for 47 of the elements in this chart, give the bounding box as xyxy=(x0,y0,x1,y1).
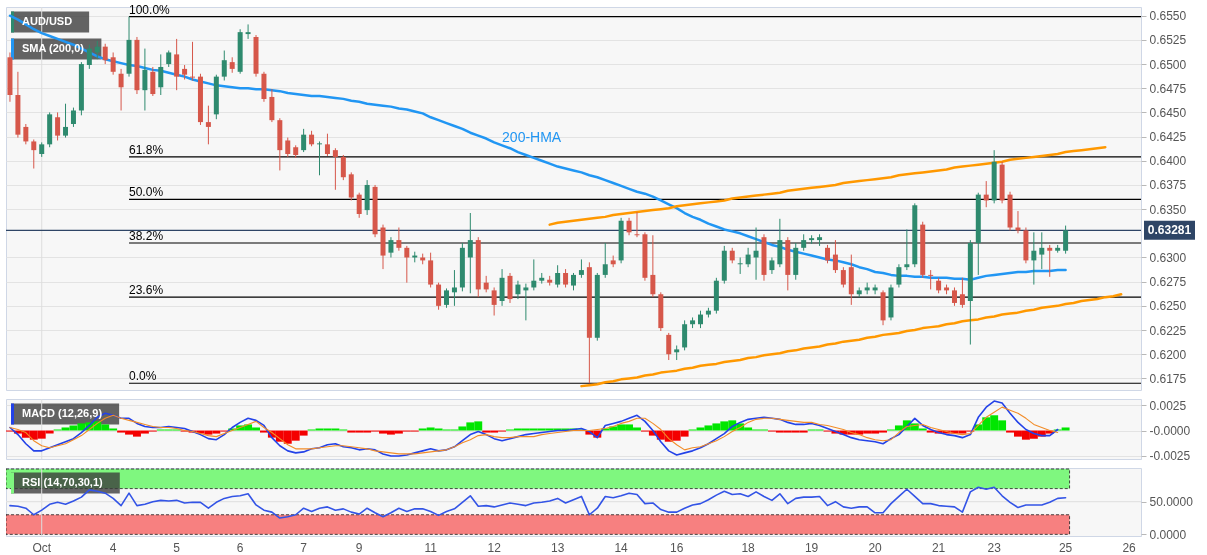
y-tick-label: 0.6275 xyxy=(1149,275,1187,290)
x-tick-label: 12 xyxy=(487,540,502,555)
y-tick-label: 50.0000 xyxy=(1149,495,1194,510)
y-tick-label: 0.0025 xyxy=(1149,398,1187,413)
y-tick-label: 0.6550 xyxy=(1149,9,1187,24)
x-tick-label: 4 xyxy=(109,540,117,555)
y-tick-label: -0.0000 xyxy=(1149,424,1191,439)
annotation: 23.6% xyxy=(129,283,164,298)
y-tick-label: 0.6175 xyxy=(1149,371,1187,386)
annotation: 200-HMA xyxy=(502,129,562,146)
x-tick-label: Oct xyxy=(32,540,52,555)
y-tick-label: 0.6350 xyxy=(1149,202,1187,217)
x-tick-label: 7 xyxy=(300,540,308,555)
x-tick-label: 9 xyxy=(355,540,363,555)
x-tick-label: 25 xyxy=(1058,540,1073,555)
x-tick-label: 11 xyxy=(424,540,438,555)
x-tick-label: 23 xyxy=(987,540,1002,555)
y-tick-label: 0.0000 xyxy=(1149,527,1187,542)
ref-line-label: 0.63281 xyxy=(1147,223,1192,238)
x-tick-label: 21 xyxy=(931,540,946,555)
y-tick-label: -0.0025 xyxy=(1149,449,1191,464)
annotation: 50.0% xyxy=(129,185,164,200)
y-tick-label: 0.6475 xyxy=(1149,81,1187,96)
y-tick-label: 0.6425 xyxy=(1149,130,1187,145)
annotation: 61.8% xyxy=(129,142,164,157)
annotation: 100.0% xyxy=(129,2,171,17)
x-tick-label: 14 xyxy=(614,540,629,555)
y-tick-label: 0.6250 xyxy=(1149,299,1187,314)
y-tick-label: 0.6300 xyxy=(1149,251,1187,265)
x-tick-label: 13 xyxy=(550,540,565,555)
y-tick-label: 0.6500 xyxy=(1149,57,1187,72)
y-tick-label: 0.6450 xyxy=(1149,105,1187,120)
y-tick-label: 0.6375 xyxy=(1149,178,1187,193)
x-tick-label: 5 xyxy=(173,540,181,555)
x-tick-label: 19 xyxy=(804,540,819,555)
x-tick-label: 20 xyxy=(868,540,883,555)
annotation: 0.0% xyxy=(129,369,157,384)
x-tick-label: 18 xyxy=(741,540,756,555)
text: RSI (14,70,30,1) xyxy=(22,476,104,488)
y-tick-label: 0.6200 xyxy=(1149,347,1187,362)
annotation: 38.2% xyxy=(129,228,164,243)
x-tick-label: 26 xyxy=(1122,540,1137,555)
y-tick-label: 0.6225 xyxy=(1149,323,1187,338)
x-tick-label: 6 xyxy=(236,540,244,555)
x-tick-label: 16 xyxy=(670,540,684,555)
y-tick-label: 0.6525 xyxy=(1149,33,1187,48)
y-tick-label: 0.6400 xyxy=(1149,154,1187,169)
